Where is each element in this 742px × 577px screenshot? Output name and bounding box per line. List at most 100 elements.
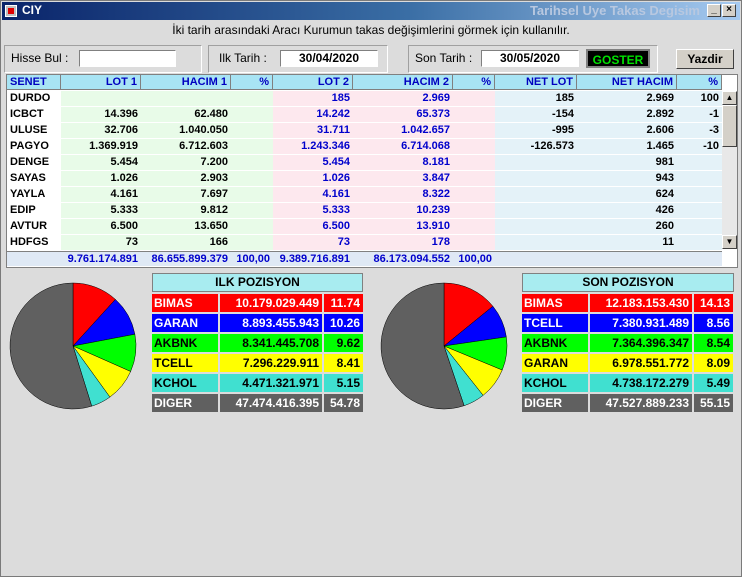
table-row-symbol[interactable]: DURDO	[7, 91, 61, 106]
table-cell[interactable]: 166	[141, 235, 231, 250]
table-cell[interactable]	[453, 187, 495, 202]
table-cell[interactable]: 6.714.068	[353, 139, 453, 154]
table-cell[interactable]: 6.712.603	[141, 139, 231, 154]
column-header[interactable]: LOT 1	[61, 75, 141, 90]
table-cell[interactable]: 14.242	[273, 107, 353, 122]
table-cell[interactable]	[141, 91, 231, 106]
column-header[interactable]: %	[453, 75, 495, 90]
table-cell[interactable]	[453, 203, 495, 218]
table-row-symbol[interactable]: ULUSE	[7, 123, 61, 138]
table-cell[interactable]: 2.892	[577, 107, 677, 122]
column-header[interactable]: HACIM 1	[141, 75, 231, 90]
table-cell[interactable]	[231, 139, 273, 154]
table-cell[interactable]: 8.322	[353, 187, 453, 202]
column-header[interactable]: NET HACIM	[577, 75, 677, 90]
table-cell[interactable]: 31.711	[273, 123, 353, 138]
table-cell[interactable]	[495, 219, 577, 234]
table-cell[interactable]	[231, 187, 273, 202]
table-cell[interactable]: 178	[353, 235, 453, 250]
table-cell[interactable]: 426	[577, 203, 677, 218]
table-cell[interactable]	[453, 235, 495, 250]
table-cell[interactable]: 2.969	[353, 91, 453, 106]
table-cell[interactable]	[231, 219, 273, 234]
column-header[interactable]: %	[677, 75, 722, 90]
table-cell[interactable]: 1.026	[61, 171, 141, 186]
table-cell[interactable]: -995	[495, 123, 577, 138]
table-cell[interactable]	[453, 123, 495, 138]
minimize-icon[interactable]: _	[707, 4, 721, 17]
table-cell[interactable]: 3.847	[353, 171, 453, 186]
table-cell[interactable]	[231, 107, 273, 122]
table-row-symbol[interactable]: SAYAS	[7, 171, 61, 186]
ilk-tarih-input[interactable]: 30/04/2020	[280, 50, 378, 67]
column-header[interactable]: NET LOT	[495, 75, 577, 90]
table-cell[interactable]	[677, 203, 722, 218]
table-cell[interactable]: -10	[677, 139, 722, 154]
title-bar[interactable]: CIY Tarihsel Uye Takas Degisim _ ×	[2, 2, 740, 20]
table-cell[interactable]: 1.243.346	[273, 139, 353, 154]
table-cell[interactable]	[495, 235, 577, 250]
table-cell[interactable]	[495, 171, 577, 186]
table-cell[interactable]: 62.480	[141, 107, 231, 122]
scroll-thumb[interactable]	[722, 105, 737, 147]
table-cell[interactable]: 10.239	[353, 203, 453, 218]
table-row-symbol[interactable]: HDFGS	[7, 235, 61, 250]
yazdir-button[interactable]: Yazdir	[676, 49, 734, 69]
scroll-down-icon[interactable]: ▼	[722, 235, 737, 249]
table-cell[interactable]: 11	[577, 235, 677, 250]
table-cell[interactable]: 185	[273, 91, 353, 106]
table-cell[interactable]: 981	[577, 155, 677, 170]
table-cell[interactable]	[453, 155, 495, 170]
table-cell[interactable]	[453, 91, 495, 106]
table-cell[interactable]: -126.573	[495, 139, 577, 154]
son-tarih-input[interactable]: 30/05/2020	[481, 50, 579, 67]
table-cell[interactable]: 4.161	[61, 187, 141, 202]
table-cell[interactable]: 1.042.657	[353, 123, 453, 138]
table-cell[interactable]: 260	[577, 219, 677, 234]
table-cell[interactable]: -154	[495, 107, 577, 122]
close-icon[interactable]: ×	[722, 4, 736, 17]
goster-button[interactable]: GOSTER	[586, 49, 650, 68]
table-cell[interactable]	[231, 235, 273, 250]
table-cell[interactable]: 1.026	[273, 171, 353, 186]
table-cell[interactable]	[677, 155, 722, 170]
table-cell[interactable]: 65.373	[353, 107, 453, 122]
table-cell[interactable]	[453, 139, 495, 154]
table-cell[interactable]: 5.454	[273, 155, 353, 170]
table-cell[interactable]: 1.369.919	[61, 139, 141, 154]
table-cell[interactable]: 185	[495, 91, 577, 106]
column-header[interactable]: %	[231, 75, 273, 90]
table-cell[interactable]: 5.333	[61, 203, 141, 218]
table-cell[interactable]: 624	[577, 187, 677, 202]
table-cell[interactable]	[495, 203, 577, 218]
table-cell[interactable]: 1.465	[577, 139, 677, 154]
table-cell[interactable]	[677, 235, 722, 250]
table-cell[interactable]: 100	[677, 91, 722, 106]
table-cell[interactable]	[495, 155, 577, 170]
table-cell[interactable]	[231, 91, 273, 106]
table-row-symbol[interactable]: PAGYO	[7, 139, 61, 154]
hisse-input[interactable]	[79, 50, 176, 67]
table-scrollbar[interactable]: ▲ ▼	[722, 91, 737, 249]
scroll-up-icon[interactable]: ▲	[722, 91, 737, 105]
table-cell[interactable]: 7.697	[141, 187, 231, 202]
table-cell[interactable]: 2.969	[577, 91, 677, 106]
table-cell[interactable]	[677, 171, 722, 186]
table-cell[interactable]: 2.903	[141, 171, 231, 186]
table-cell[interactable]: 14.396	[61, 107, 141, 122]
table-cell[interactable]	[231, 123, 273, 138]
column-header[interactable]: SENET	[7, 75, 61, 90]
table-cell[interactable]: 5.333	[273, 203, 353, 218]
table-cell[interactable]: 4.161	[273, 187, 353, 202]
table-row-symbol[interactable]: EDIP	[7, 203, 61, 218]
table-cell[interactable]: 7.200	[141, 155, 231, 170]
table-cell[interactable]	[453, 219, 495, 234]
table-row-symbol[interactable]: AVTUR	[7, 219, 61, 234]
table-cell[interactable]	[453, 171, 495, 186]
table-cell[interactable]: -3	[677, 123, 722, 138]
table-cell[interactable]: 13.910	[353, 219, 453, 234]
table-cell[interactable]: -1	[677, 107, 722, 122]
table-cell[interactable]: 943	[577, 171, 677, 186]
table-cell[interactable]	[453, 107, 495, 122]
table-cell[interactable]: 5.454	[61, 155, 141, 170]
